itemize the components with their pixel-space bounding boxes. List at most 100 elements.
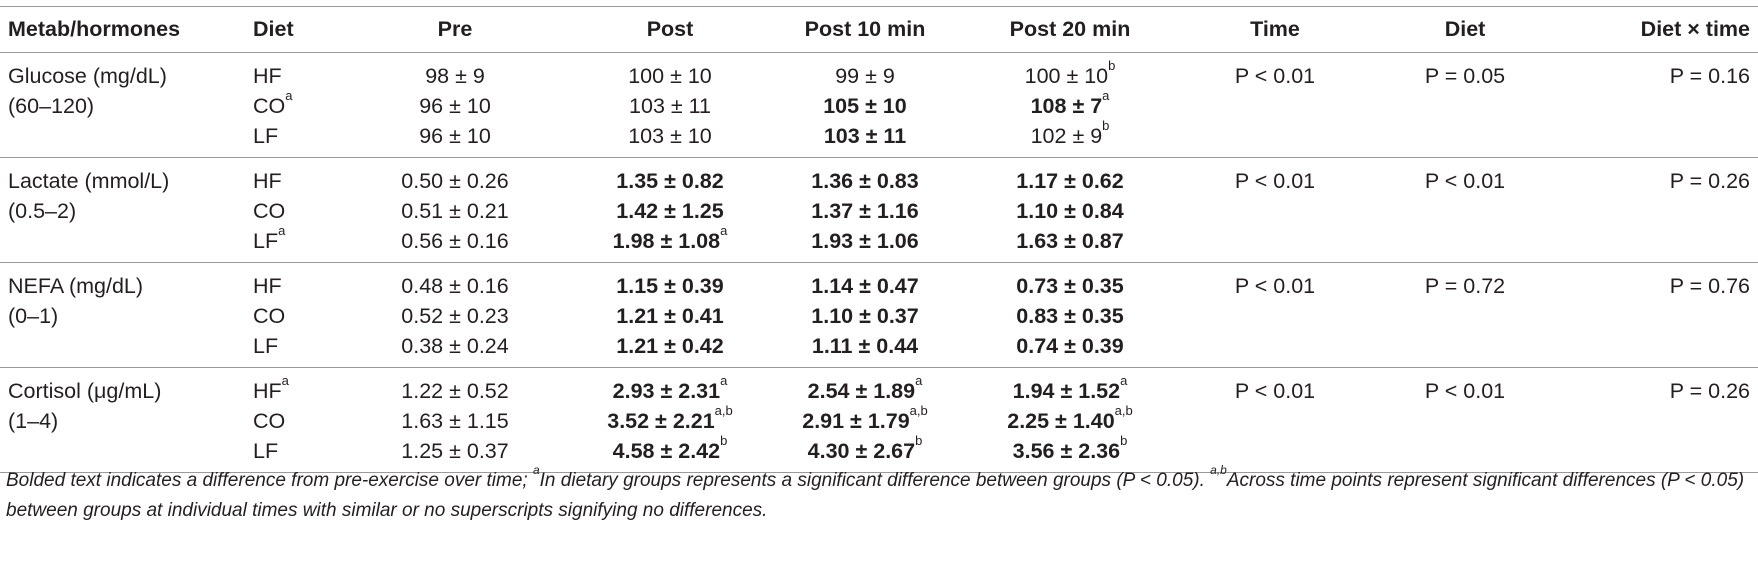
post-value-text: 4.58 ± 2.42	[612, 439, 721, 463]
post-10-value-text: 1.14 ± 0.47	[811, 274, 919, 298]
diet-p-cell: P = 0.72	[1375, 262, 1555, 368]
post-20-value-cell: 1.17 ± 0.62 1.10 ± 0.84 1.63 ± 0.87	[965, 157, 1175, 263]
post-value: 1.35 ± 0.82	[583, 166, 757, 196]
metab-name-line: (1–4)	[8, 409, 59, 433]
post-20-value: 1.10 ± 0.84	[973, 196, 1167, 226]
results-table: Metab/hormones Diet Pre Post Post 10 min…	[0, 6, 1758, 473]
post-value-text: 2.93 ± 2.31	[612, 379, 721, 403]
post-20-value-superscript: a	[1120, 373, 1128, 388]
post-20-value-cell: 100 ± 10b 108 ± 7a 102 ± 9b	[965, 52, 1175, 158]
metab-name-line: Cortisol (μg/mL)	[8, 379, 162, 403]
footnote-part2: In dietary groups represents a significa…	[539, 470, 1211, 491]
interaction-p-cell: P = 0.26	[1555, 367, 1758, 473]
post-20-value: 1.17 ± 0.62	[973, 166, 1167, 196]
table-body: Glucose (mg/dL) (60–120) HF COa LF 98 ± 9 96 ±…	[0, 52, 1758, 473]
diet-superscript: a	[285, 88, 293, 103]
post-10-value-text: 4.30 ± 2.67	[807, 439, 916, 463]
post-10-value-text: 1.10 ± 0.37	[811, 304, 919, 328]
post-20-value-superscript: a,b	[1114, 403, 1133, 418]
post-20-value-cell: 0.73 ± 0.35 0.83 ± 0.35 0.74 ± 0.39	[965, 262, 1175, 368]
pre-value-text: 0.56 ± 0.16	[401, 229, 509, 253]
diet-cell: HF CO LF	[245, 262, 335, 368]
metab-name-cell: Cortisol (μg/mL) (1–4)	[0, 367, 245, 473]
diet-label: LF	[253, 439, 279, 463]
diet-line: HF	[253, 61, 327, 91]
post-value-text: 1.15 ± 0.39	[616, 274, 724, 298]
diet-cell: HF COa LF	[245, 52, 335, 158]
diet-line: COa	[253, 88, 327, 121]
pre-value-cell: 98 ± 9 96 ± 10 96 ± 10	[335, 52, 575, 158]
post-10-value: 1.11 ± 0.44	[773, 331, 957, 361]
pre-value-cell: 0.48 ± 0.16 0.52 ± 0.23 0.38 ± 0.24	[335, 262, 575, 368]
post-10-value: 1.14 ± 0.47	[773, 271, 957, 301]
post-value-text: 1.42 ± 1.25	[616, 199, 724, 223]
pre-value: 1.22 ± 0.52	[343, 376, 567, 406]
diet-line: LFa	[253, 224, 327, 256]
post-value-cell: 1.35 ± 0.82 1.42 ± 1.25 1.98 ± 1.08a	[575, 157, 765, 263]
post-10-value-cell: 1.14 ± 0.47 1.10 ± 0.37 1.11 ± 0.44	[765, 262, 965, 368]
post-10-value-text: 1.37 ± 1.16	[811, 199, 919, 223]
footnote-part3: Across time points represent significant…	[6, 470, 1745, 521]
pre-value: 98 ± 9	[343, 61, 567, 91]
post-value: 103 ± 10	[583, 121, 757, 151]
pre-value: 1.63 ± 1.15	[343, 406, 567, 436]
diet-p-cell: P = 0.05	[1375, 52, 1555, 158]
post-10-value-text: 1.36 ± 0.83	[811, 169, 919, 193]
post-value: 2.93 ± 2.31a	[583, 373, 757, 406]
post-20-value-text: 1.17 ± 0.62	[1016, 169, 1124, 193]
post-10-value-text: 2.91 ± 1.79	[802, 409, 910, 433]
header-post-20: Post 20 min	[965, 6, 1175, 53]
post-20-value-text: 1.63 ± 0.87	[1016, 229, 1124, 253]
diet-line: CO	[253, 301, 327, 331]
header-diet: Diet	[245, 6, 335, 53]
diet-line: LF	[253, 331, 327, 361]
pre-value: 96 ± 10	[343, 91, 567, 121]
header-post-10: Post 10 min	[765, 6, 965, 53]
diet-label: LF	[253, 334, 279, 358]
time-p-cell: P < 0.01	[1175, 262, 1375, 368]
pre-value-cell: 1.22 ± 0.52 1.63 ± 1.15 1.25 ± 0.37	[335, 367, 575, 473]
post-20-value-text: 1.10 ± 0.84	[1016, 199, 1124, 223]
pre-value-text: 1.63 ± 1.15	[401, 409, 509, 433]
pre-value: 0.48 ± 0.16	[343, 271, 567, 301]
post-10-value: 1.10 ± 0.37	[773, 301, 957, 331]
metab-name-line: NEFA (mg/dL)	[8, 274, 144, 298]
pre-value-text: 1.22 ± 0.52	[401, 379, 509, 403]
post-10-value: 105 ± 10	[773, 91, 957, 121]
diet-cell: HF CO LFa	[245, 157, 335, 263]
post-10-value: 103 ± 11	[773, 121, 957, 151]
diet-line: CO	[253, 196, 327, 226]
post-10-value-text: 103 ± 11	[823, 124, 907, 148]
table-row-group: Lactate (mmol/L) (0.5–2) HF CO LFa 0.50 ± 0.2…	[0, 157, 1758, 263]
pre-value: 96 ± 10	[343, 121, 567, 151]
post-20-value: 0.74 ± 0.39	[973, 331, 1167, 361]
post-20-value: 100 ± 10b	[973, 58, 1167, 91]
post-20-value-cell: 1.94 ± 1.52a 2.25 ± 1.40a,b 3.56 ± 2.36b	[965, 367, 1175, 473]
footnote-sup2: a,b	[1210, 463, 1227, 477]
post-value: 4.58 ± 2.42b	[583, 434, 757, 466]
post-10-value-superscript: a,b	[909, 403, 928, 418]
diet-line: HF	[253, 166, 327, 196]
interaction-p-cell: P = 0.26	[1555, 157, 1758, 263]
post-value: 1.15 ± 0.39	[583, 271, 757, 301]
interaction-p-cell: P = 0.16	[1555, 52, 1758, 158]
post-value: 3.52 ± 2.21a,b	[583, 404, 757, 436]
post-value: 103 ± 11	[583, 91, 757, 121]
post-10-value: 1.93 ± 1.06	[773, 226, 957, 256]
post-10-value: 2.54 ± 1.89a	[773, 374, 957, 406]
post-value-text: 3.52 ± 2.21	[607, 409, 715, 433]
post-value-cell: 2.93 ± 2.31a 3.52 ± 2.21a,b 4.58 ± 2.42b	[575, 367, 765, 473]
time-p-cell: P < 0.01	[1175, 52, 1375, 158]
post-10-value-text: 1.11 ± 0.44	[811, 334, 919, 358]
post-value: 1.21 ± 0.41	[583, 301, 757, 331]
pre-value-text: 0.51 ± 0.21	[401, 199, 509, 223]
pre-value-text: 0.48 ± 0.16	[401, 274, 509, 298]
post-20-value-superscript: b	[1108, 58, 1116, 73]
diet-label: HF	[253, 379, 282, 403]
post-value: 1.98 ± 1.08a	[583, 224, 757, 256]
post-20-value: 2.25 ± 1.40a,b	[973, 403, 1167, 436]
time-p-cell: P < 0.01	[1175, 157, 1375, 263]
post-value-superscript: a	[720, 373, 728, 388]
header-metab: Metab/hormones	[0, 6, 245, 53]
post-10-value-text: 99 ± 9	[835, 64, 895, 88]
